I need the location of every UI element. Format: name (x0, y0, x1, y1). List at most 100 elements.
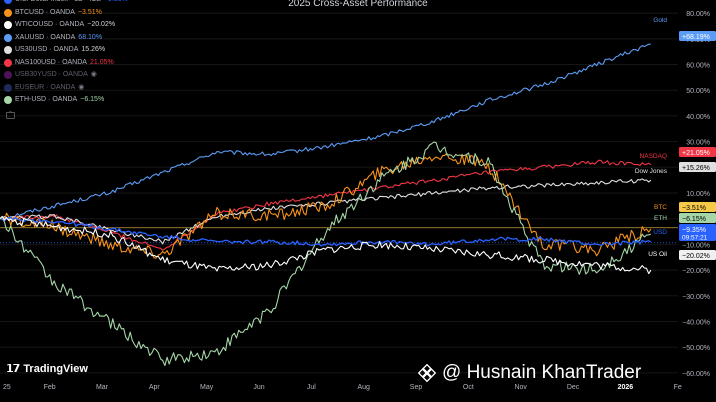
series-name-label: Dow Jones (635, 168, 668, 175)
legend-symbol-icon (4, 8, 12, 17)
series-name-label: BTC (654, 204, 667, 211)
value-badge-text: +68.19% (682, 34, 710, 41)
x-tick-label: Jun (253, 384, 264, 391)
x-tick-label: 2026 (618, 384, 634, 391)
chart-title: 2025 Cross-Asset Performance (288, 0, 428, 9)
legend-item[interactable]: BTCUSD · OANDA −3.51% (4, 7, 128, 20)
legend-symbol-icon (4, 0, 12, 5)
legend-label: BTCUSD · OANDA (15, 8, 75, 16)
y-axis: 80.00%70.00%60.00%50.00%40.00%30.00%20.0… (682, 11, 710, 378)
legend-symbol-icon (4, 58, 12, 67)
x-tick-label: Aug (357, 384, 370, 391)
x-tick-label: 25 (3, 384, 11, 391)
legend-collapse-button[interactable]: ˆ (6, 112, 15, 119)
legend-item[interactable]: US30USD · OANDA 15.26% (4, 44, 128, 57)
value-badge (679, 147, 716, 157)
value-badge (679, 213, 716, 223)
reference-lines (0, 227, 678, 244)
x-tick-label: Mar (96, 384, 109, 391)
eye-hidden-icon[interactable]: ◉ (90, 71, 97, 78)
legend-label: USB30YUSD · OANDA (15, 71, 88, 78)
legend-label: ETH-USD · OANDA (15, 96, 78, 103)
series-name-label: Gold (653, 17, 667, 24)
legend-value: 68.10% (78, 33, 103, 41)
value-badge-text: −6.15% (682, 216, 706, 223)
legend-item[interactable]: NAS100USD · OANDA 21.05% (4, 57, 128, 70)
legend-symbol-icon (4, 71, 12, 80)
legend-value: −3.51% (77, 8, 102, 16)
x-tick-label: Fe (674, 384, 682, 391)
series-line-us-oil (0, 215, 652, 275)
legend-symbol-icon (4, 33, 12, 42)
legend-label: US30USD · OANDA (15, 46, 79, 53)
legend-item[interactable]: ETH-USD · OANDA −6.15% (4, 94, 128, 107)
time-badge (679, 232, 716, 241)
series-line-gold (0, 43, 651, 220)
series-name-label: NASDAQ (640, 153, 667, 160)
x-tick-label: May (200, 384, 214, 391)
y-tick-label: 10.00% (686, 191, 710, 198)
series-name-label: ETH (654, 215, 667, 222)
legend-label: U.S. Dollar Index · 1D · ICE (15, 0, 101, 7)
series-group (0, 43, 652, 367)
legend-item[interactable]: WTICOUSD · OANDA −20.02% (4, 19, 128, 32)
x-tick-label: Dec (567, 384, 580, 391)
legend-item[interactable]: XAUUSD · OANDA 68.10% (4, 32, 128, 45)
eye-hidden-icon[interactable]: ◉ (78, 83, 85, 91)
time-badge-text: 09:57:21 (682, 235, 708, 242)
watermark: @ Husnain KhanTrader (418, 362, 641, 384)
value-badge-text: −9.35% (682, 227, 706, 234)
value-badge-text: −20.02% (682, 253, 710, 260)
value-badge (679, 162, 716, 172)
tradingview-icon: 𝟭𝟳 (6, 363, 20, 375)
y-tick-label: −30.00% (682, 294, 710, 301)
y-tick-label: 30.00% (686, 140, 710, 147)
legend-value: −20.02% (87, 21, 116, 28)
series-line-eth (0, 141, 652, 367)
binance-icon (418, 364, 436, 382)
legend-label: NAS100USD · OANDA (15, 58, 87, 66)
legend: U.S. Dollar Index · 1D · ICE−9.35%BTCUSD… (4, 0, 128, 107)
series-labels: Gold NASDAQ Dow Jones BTC ETH USD US Oil (635, 17, 668, 258)
x-tick-label: Jul (307, 384, 316, 391)
value-badge (679, 31, 716, 41)
tradingview-label: TradingView (23, 362, 88, 375)
legend-value: −9.35% (104, 0, 128, 7)
series-name-label: USD (653, 229, 667, 236)
x-tick-label: Feb (44, 384, 56, 391)
y-tick-label: 40.00% (686, 114, 710, 121)
y-tick-label: −60.00% (682, 371, 710, 378)
x-axis: 25 Feb Mar Apr May Jun Jul Aug Sep Oct Nov Dec 2026 F… (3, 384, 682, 391)
series-line-btc (0, 152, 652, 259)
value-badge (679, 224, 716, 234)
y-tick-label: −40.00% (682, 319, 710, 326)
legend-value: 15.26% (81, 46, 106, 53)
legend-symbol-icon (4, 21, 12, 30)
y-tick-label: 60.00% (686, 63, 710, 70)
legend-value: 21.05% (89, 58, 114, 66)
y-tick-label: −50.00% (682, 345, 710, 352)
y-tick-label: −20.00% (682, 268, 710, 275)
watermark-text: @ Husnain KhanTrader (442, 362, 642, 383)
value-badge (679, 202, 716, 212)
y-tick-label: −10.00% (682, 242, 710, 249)
series-line-usd (0, 216, 652, 247)
x-tick-label: Apr (149, 384, 161, 391)
value-badge-text: +15.26% (682, 165, 710, 172)
legend-item[interactable]: USB30YUSD · OANDA ◉ (4, 69, 128, 82)
value-badge-text: +21.05% (682, 150, 710, 157)
series-name-label: US Oil (648, 251, 667, 258)
grid (0, 12, 678, 374)
value-badge (679, 250, 716, 260)
legend-label: XAUUSD · OANDA (15, 33, 76, 41)
legend-label: WTICOUSD · OANDA (15, 21, 85, 28)
x-tick-label: Oct (463, 384, 474, 391)
y-tick-label: 80.00% (686, 11, 710, 18)
x-tick-label: Sep (410, 384, 423, 391)
legend-item[interactable]: EUSEUR · OANDA ◉ (4, 82, 128, 95)
value-badge-text: −3.51% (682, 205, 706, 212)
legend-item[interactable]: U.S. Dollar Index · 1D · ICE−9.35% (4, 0, 128, 7)
legend-label: EUSEUR · OANDA (15, 83, 76, 91)
legend-value: −6.15% (80, 96, 105, 103)
